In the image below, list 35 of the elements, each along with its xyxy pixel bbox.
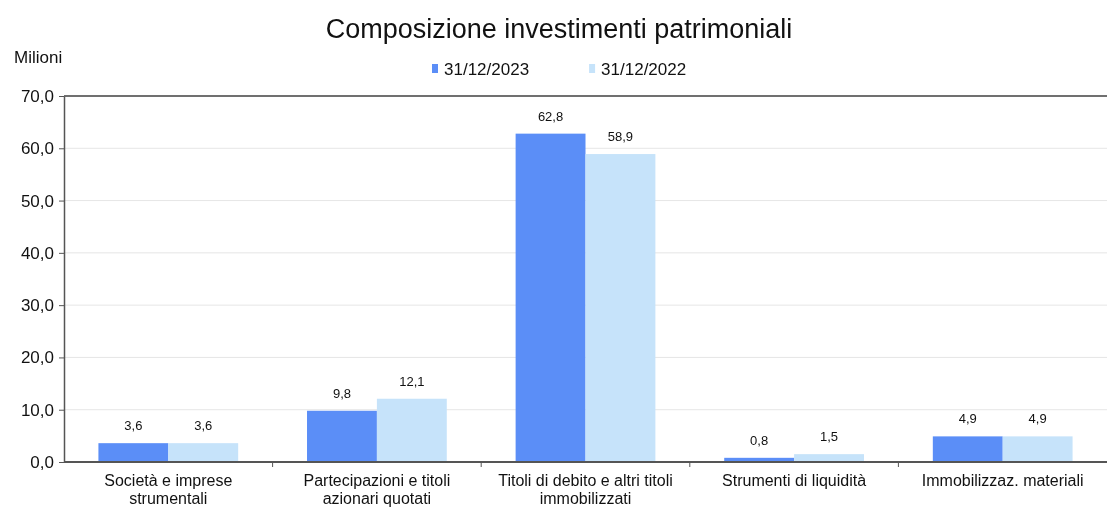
y-tick-label: 70,0 (20, 86, 54, 106)
data-label: 1,5 (820, 429, 839, 445)
y-tick-label: 20,0 (20, 348, 54, 368)
x-tick-label: Immobilizzaz. materiali (921, 472, 1084, 489)
data-label: 4,9 (1028, 411, 1047, 427)
x-tick-label: Strumenti di liquidità (722, 472, 867, 489)
y-tick-label: 10,0 (20, 400, 54, 420)
legend-label: 31/12/2022 (601, 60, 687, 79)
bar (376, 398, 447, 462)
x-tick-label: Società e imprese strumentali (104, 472, 233, 508)
y-tick-label: 0,0 (30, 452, 54, 472)
data-label: 4,9 (958, 411, 977, 427)
y-tick-label: 30,0 (20, 296, 54, 316)
bar (515, 133, 586, 462)
y-tick-label: 60,0 (20, 139, 54, 159)
data-label: 3,6 (124, 418, 143, 434)
x-tick-label: Partecipazioni e titoli azionari quotati (303, 472, 451, 508)
y-tick-label: 40,0 (20, 243, 54, 263)
data-label: 58,9 (607, 129, 634, 145)
x-tick-label: Titoli di debito e altri titoli immobilizzati (498, 472, 673, 508)
bar (585, 154, 656, 462)
legend-label: 31/12/2023 (444, 60, 530, 79)
data-label: 0,8 (750, 432, 769, 448)
data-label: 9,8 (332, 385, 351, 401)
chart-title: Composizione investimenti patrimoniali (325, 14, 793, 44)
y-axis-title: Milioni (14, 48, 63, 67)
bar (98, 443, 169, 462)
data-label: 12,1 (399, 373, 425, 389)
bar (307, 410, 377, 462)
bar (168, 443, 239, 462)
bar (932, 436, 1003, 462)
data-label: 3,6 (194, 418, 213, 434)
y-tick-label: 50,0 (20, 191, 54, 211)
bar (1002, 436, 1073, 462)
data-label: 62,8 (537, 108, 564, 124)
